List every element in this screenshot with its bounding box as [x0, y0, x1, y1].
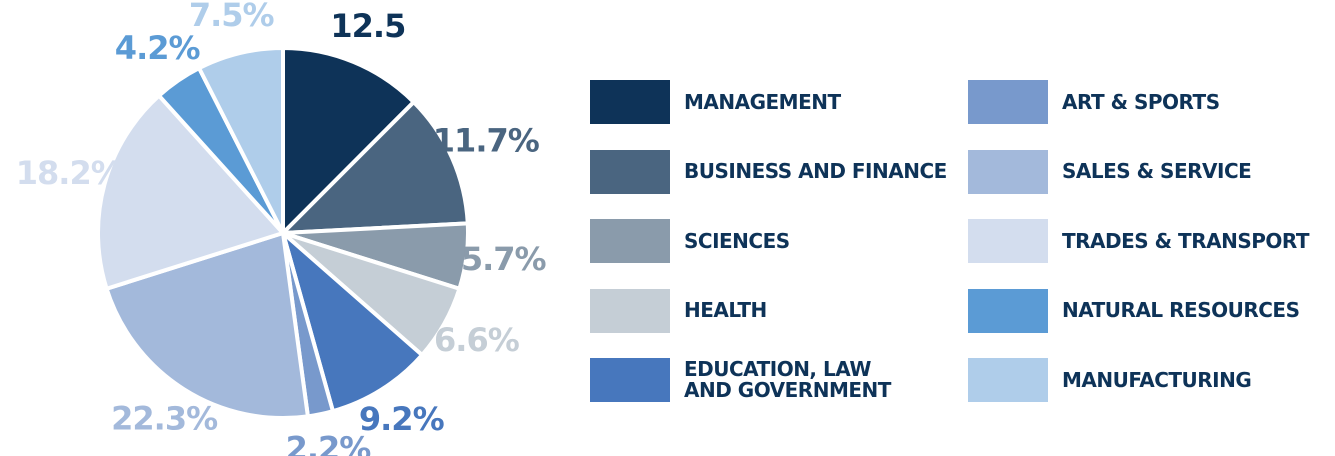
legend-label: BUSINESS AND FINANCE [684, 159, 947, 183]
legend-label: NATURAL RESOURCES [1062, 298, 1300, 322]
legend-label: MANUFACTURING [1062, 367, 1252, 392]
value-label: 2.2% [286, 429, 372, 456]
legend-label: SALES & SERVICE [1062, 159, 1252, 183]
legend-swatch [590, 358, 670, 402]
value-label: 6.6% [434, 321, 520, 359]
value-label: 4.2% [115, 29, 201, 67]
legend-swatch [590, 149, 670, 194]
legend-item: EDUCATION, LAW AND GOVERNMENT [590, 358, 894, 402]
legend-swatch [590, 219, 670, 263]
legend-swatch [968, 288, 1048, 333]
legend-swatch [968, 358, 1048, 402]
legend-label: HEALTH [684, 298, 767, 322]
legend-swatch [968, 80, 1048, 124]
value-label: 18.2% [16, 154, 123, 192]
legend-item: HEALTH [590, 288, 767, 333]
pie-slice [104, 231, 310, 420]
value-label: 22.3% [111, 400, 218, 438]
legend-label: SCIENCES [684, 228, 790, 253]
value-label: 11.7% [433, 122, 540, 160]
pie-slice [96, 93, 285, 291]
value-label: 9.2% [359, 400, 445, 438]
legend-swatch [968, 149, 1048, 194]
legend-swatch [590, 288, 670, 333]
value-label: 7.5% [189, 0, 275, 34]
legend-label: MANAGEMENT [684, 89, 841, 114]
pie-slice [197, 46, 285, 235]
legend-item: SALES & SERVICE [968, 149, 1252, 194]
legend-item: SCIENCES [590, 219, 790, 263]
pie-chart: 12.5 11.7% 5.7% 6.6% 9.2%2.2% 22.3% 18.2% 4.2%7… [16, 0, 548, 456]
legend-item: MANUFACTURING [968, 358, 1252, 402]
pie-slice [281, 100, 470, 235]
value-label: 5.7% [461, 240, 547, 278]
legend-item: BUSINESS AND FINANCE [590, 149, 947, 194]
legend-item: MANAGEMENT [590, 80, 841, 124]
legend-item: NATURAL RESOURCES [968, 288, 1300, 333]
legend-item: ART & SPORTS [968, 80, 1220, 124]
pie-slice [281, 231, 425, 414]
legend-item: TRADES & TRANSPORT [968, 219, 1310, 263]
value-label: 12.5 [330, 7, 405, 45]
legend-label: ART & SPORTS [1062, 89, 1220, 114]
pie-slice [281, 46, 416, 235]
legend-swatch [968, 219, 1048, 263]
legend-label: TRADES & TRANSPORT [1062, 228, 1310, 253]
legend-swatch [590, 80, 670, 124]
legend-label: EDUCATION, LAW AND GOVERNMENT [684, 357, 891, 402]
